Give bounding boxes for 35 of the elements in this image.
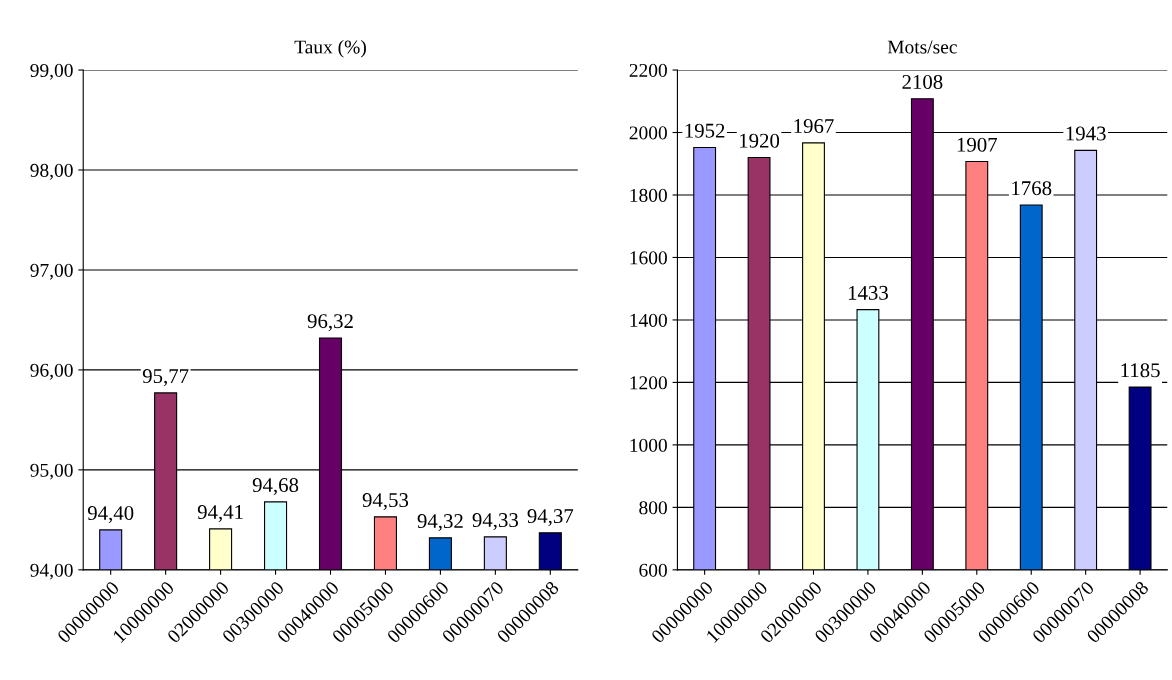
y-tick-label: 1200 [630,376,667,390]
y-tick-label: 98,00 [30,163,73,180]
data-label: 94,68 [252,478,299,496]
data-label: 95,77 [142,369,189,387]
y-tick-label: 97,00 [30,263,73,280]
data-label: 94,40 [87,506,134,524]
y-tick-label: 800 [639,501,667,515]
data-label: 1907 [957,137,998,152]
data-label: 94,41 [197,505,243,523]
chart-title: Taux (%) [294,39,366,58]
data-label: 1920 [740,133,780,148]
data-label: 96,32 [307,314,353,332]
y-tick-label: 96,00 [30,363,73,380]
y-tick-label: 2200 [629,63,667,77]
data-label: 94,32 [417,514,463,532]
data-label: 94,53 [362,493,409,511]
data-label: 1943 [1066,126,1106,141]
y-tick-label: 95,00 [30,463,73,480]
y-tick-label: 1800 [630,188,667,202]
data-label: 94,33 [472,513,518,531]
data-label: 1433 [848,285,888,300]
data-label: 94,37 [527,509,574,527]
data-label: 1768 [1012,181,1052,196]
y-tick-label: 1600 [630,251,667,265]
y-tick-label: 1400 [630,313,667,327]
chart-title: Mots/sec [887,40,957,54]
y-tick-label: 94,00 [30,563,73,580]
data-label: 1967 [794,119,834,134]
data-label: 2108 [902,74,943,89]
y-tick-label: 99,00 [30,63,73,80]
data-label: 1185 [1121,363,1160,378]
y-tick-label: 600 [639,563,667,577]
data-label: 1952 [685,123,725,138]
y-tick-label: 1000 [630,438,667,452]
y-tick-label: 2000 [629,126,667,140]
